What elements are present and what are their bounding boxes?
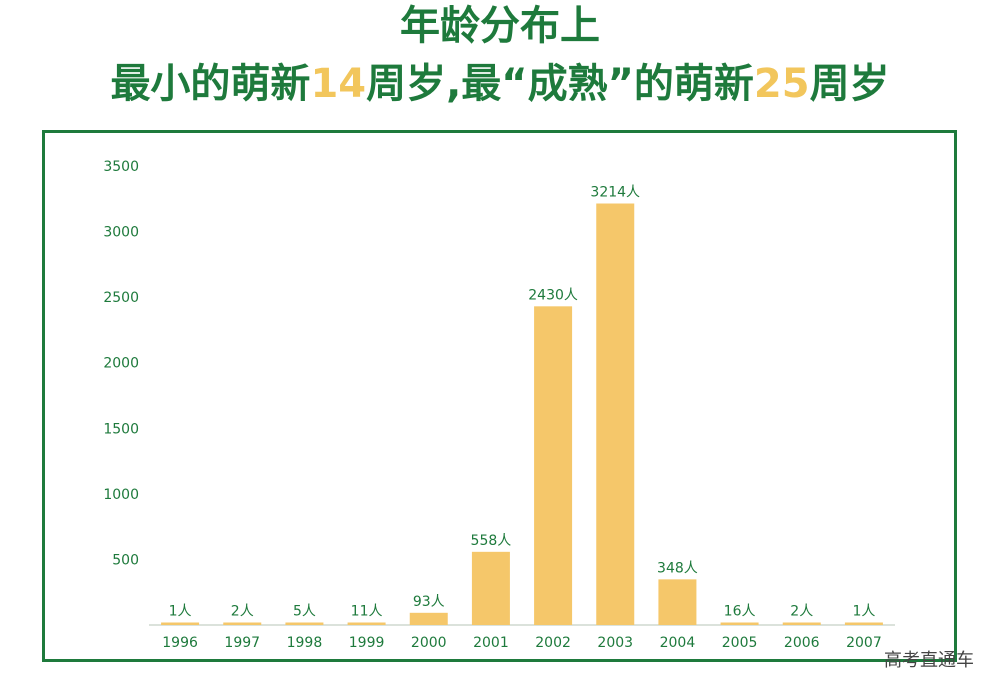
bar-2006 <box>782 622 821 625</box>
x-tick-label: 1999 <box>349 635 385 651</box>
bar-2000 <box>409 612 448 625</box>
title-line2-part-c: 周岁 <box>809 61 890 107</box>
x-tick-label: 2007 <box>846 635 882 651</box>
x-tick-label: 2002 <box>535 635 571 651</box>
x-tick-label: 1996 <box>162 635 198 651</box>
chart-title-line2: 最小的萌新14周岁,最“成熟”的萌新25周岁 <box>0 54 1000 114</box>
bar-value-label: 2人 <box>231 604 254 620</box>
x-tick-label: 2001 <box>473 635 509 651</box>
chart-frame: 500 1000 1500 2000 2500 3000 3500 1人 1996 2人 1997 5… <box>42 130 957 662</box>
bar-2003 <box>596 203 635 625</box>
bar-1997 <box>223 622 262 625</box>
y-tick-label: 2000 <box>103 356 139 372</box>
title-min-age: 14 <box>310 61 367 107</box>
y-tick-label: 1000 <box>103 487 139 503</box>
bar-value-label: 2人 <box>790 604 813 620</box>
bar-chart: 500 1000 1500 2000 2500 3000 3500 1人 1996 2人 1997 5… <box>103 159 895 651</box>
x-tick-label: 2000 <box>411 635 447 651</box>
title-max-age: 25 <box>753 61 810 107</box>
bar-2007 <box>844 622 883 625</box>
y-tick-label: 3500 <box>103 159 139 175</box>
bar-1998 <box>285 622 324 625</box>
x-tick-label: 2006 <box>784 635 820 651</box>
chart-title-line1: 年龄分布上 <box>400 3 600 49</box>
bar-value-label: 5人 <box>293 604 316 620</box>
bar-value-label: 16人 <box>724 604 756 620</box>
y-tick-label: 500 <box>112 552 139 568</box>
bar-2005 <box>720 622 759 625</box>
bar-value-label: 11人 <box>351 604 383 620</box>
bar-2002 <box>534 306 573 625</box>
bar-value-label: 1人 <box>852 604 875 620</box>
bar-1999 <box>347 622 386 625</box>
bar-2004 <box>658 579 697 625</box>
y-tick-label: 3000 <box>103 225 139 241</box>
x-tick-label: 1998 <box>287 635 323 651</box>
watermark: 高考直通车 <box>884 650 974 671</box>
x-tick-label: 2004 <box>660 635 696 651</box>
bar-value-label: 558人 <box>471 533 512 549</box>
y-tick-label: 1500 <box>103 421 139 437</box>
x-tick-label: 2005 <box>722 635 758 651</box>
x-tick-label: 1997 <box>224 635 260 651</box>
bar-1996 <box>161 622 200 625</box>
x-tick-label: 2003 <box>597 635 633 651</box>
title-line2-part-b: 周岁,最“成熟”的萌新 <box>366 61 754 107</box>
bar-value-label: 2430人 <box>528 287 578 303</box>
bar-value-label: 93人 <box>413 594 445 610</box>
bar-value-label: 3214人 <box>590 185 640 201</box>
title-line2-part-a: 最小的萌新 <box>110 61 311 107</box>
bar-value-label: 348人 <box>657 560 698 576</box>
bar-2001 <box>471 551 510 625</box>
bar-value-label: 1人 <box>169 604 192 620</box>
y-tick-label: 2500 <box>103 290 139 306</box>
